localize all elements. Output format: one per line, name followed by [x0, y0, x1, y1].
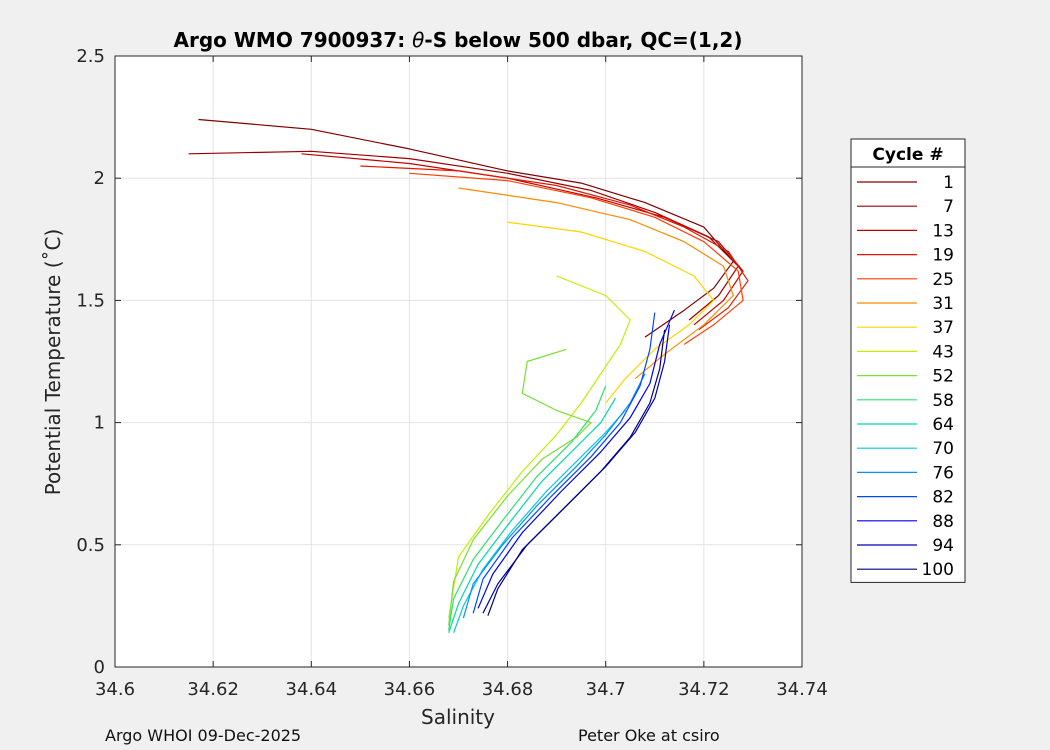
y-tick-label: 0.5 — [76, 535, 105, 556]
legend-label-cycle-25: 25 — [932, 270, 954, 290]
y-tick-label: 2 — [94, 168, 105, 189]
series-line-cycle-52 — [448, 348, 592, 626]
plot-frame — [114, 55, 803, 668]
series-line-cycle-13 — [301, 153, 744, 326]
footer-right: Peter Oke at csiro — [578, 726, 720, 745]
series-line-cycle-82 — [472, 312, 656, 614]
legend-label-cycle-88: 88 — [932, 512, 954, 532]
x-tick-label: 34.66 — [384, 679, 436, 700]
plot-background — [115, 56, 802, 667]
series-line-cycle-1 — [198, 118, 734, 338]
x-tick-label: 34.74 — [776, 679, 828, 700]
footer-left: Argo WHOI 09-Dec-2025 — [105, 726, 302, 745]
legend-label-cycle-76: 76 — [932, 463, 954, 483]
plot-area: 34.6 34.62 34.64 34.66 34.68 34.7 34.72 34.74 0 0… — [76, 46, 827, 700]
x-tick-label: 34.68 — [482, 679, 534, 700]
x-tick-label: 34.62 — [187, 679, 239, 700]
series-line-cycle-88 — [477, 309, 675, 609]
legend-label-cycle-19: 19 — [932, 246, 954, 266]
series-line-cycle-64 — [448, 397, 617, 633]
series-line-cycle-19 — [360, 165, 749, 331]
x-tick-label: 34.72 — [678, 679, 730, 700]
y-axis-label: Potential Temperature (˚C) — [41, 229, 65, 496]
series-line-cycle-25 — [409, 172, 744, 345]
series-group — [188, 118, 749, 634]
legend-label-cycle-70: 70 — [932, 439, 954, 459]
series-line-cycle-100 — [487, 329, 666, 616]
series-line-cycle-37 — [507, 221, 715, 404]
x-tick-label: 34.64 — [286, 679, 338, 700]
y-tick-label: 2.5 — [76, 46, 105, 67]
legend-label-cycle-1: 1 — [943, 173, 954, 193]
x-tick-label: 34.7 — [586, 679, 626, 700]
legend-title: Cycle # — [872, 145, 943, 165]
legend-label-cycle-52: 52 — [932, 367, 954, 387]
chart-title: Argo WMO 7900937: θ-S below 500 dbar, QC… — [174, 28, 743, 52]
legend-label-cycle-82: 82 — [932, 488, 954, 508]
x-tick-label: 34.6 — [95, 679, 135, 700]
y-tick-label: 1 — [94, 413, 105, 434]
series-line-cycle-76 — [462, 373, 646, 619]
legend-label-cycle-31: 31 — [932, 294, 954, 314]
legend-box — [850, 138, 966, 583]
series-line-cycle-31 — [458, 187, 734, 380]
x-axis-label: Salinity — [421, 705, 495, 729]
series-line-cycle-43 — [448, 275, 631, 619]
legend-label-cycle-13: 13 — [932, 221, 954, 241]
y-tick-label: 1.5 — [76, 290, 105, 311]
legend-label-cycle-64: 64 — [932, 415, 954, 435]
legend-label-cycle-7: 7 — [943, 197, 954, 217]
y-tick-label: 0 — [94, 657, 105, 678]
series-line-cycle-58 — [448, 385, 607, 631]
legend-label-cycle-100: 100 — [922, 560, 954, 580]
legend-label-cycle-58: 58 — [932, 391, 954, 411]
series-line-cycle-70 — [453, 410, 626, 634]
legend-label-cycle-37: 37 — [932, 318, 954, 338]
legend: Cycle #1 7 13 19 25 31 37 43 52 58 64 70 76 82 88 94 100 — [850, 138, 966, 583]
legend-label-cycle-43: 43 — [932, 342, 954, 362]
legend-label-cycle-94: 94 — [932, 536, 954, 556]
